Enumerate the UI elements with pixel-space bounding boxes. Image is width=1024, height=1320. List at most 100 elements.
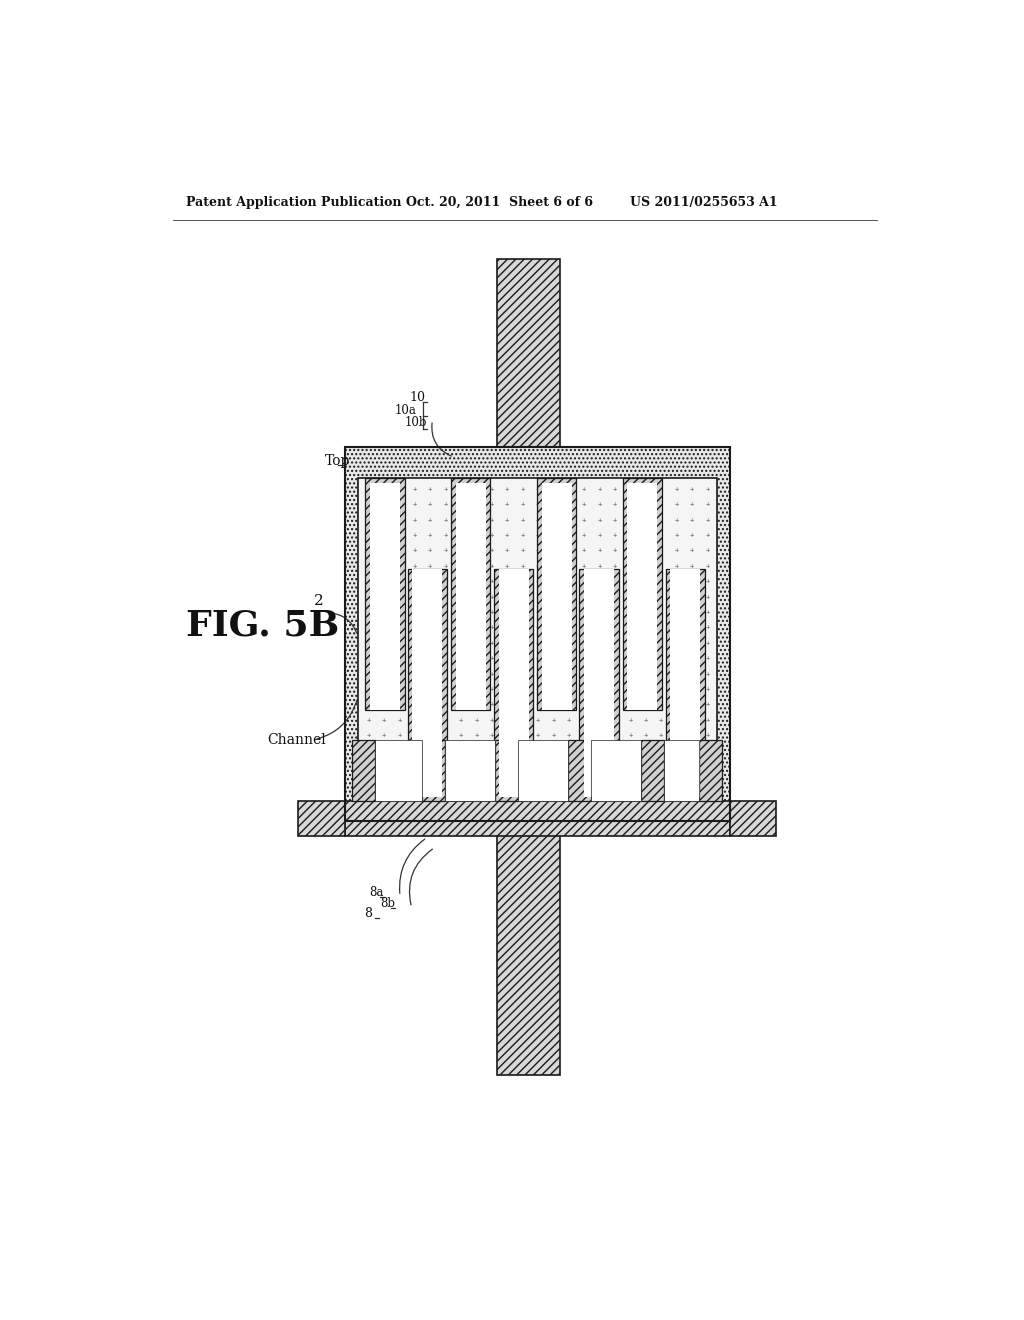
Text: +: + [520,502,524,507]
Text: +: + [489,671,494,677]
Text: +: + [459,733,463,738]
Text: +: + [443,717,447,723]
Text: +: + [397,532,401,539]
Text: +: + [612,793,617,800]
Text: +: + [459,594,463,599]
Text: +: + [597,609,602,615]
Text: +: + [628,609,633,615]
Text: +: + [675,516,679,523]
Text: +: + [628,502,633,507]
Text: +: + [659,717,664,723]
Bar [298,801,345,836]
Text: +: + [536,548,540,553]
Text: +: + [382,532,386,539]
Text: +: + [582,532,586,539]
Text: +: + [706,624,710,631]
Text: +: + [597,502,602,507]
Text: +: + [536,779,540,784]
Text: +: + [628,578,633,585]
Text: +: + [536,747,540,754]
Text: +: + [443,516,447,523]
Text: +: + [690,594,694,599]
Text: +: + [690,763,694,770]
Text: +: + [597,594,602,599]
Text: +: + [582,502,586,507]
Text: +: + [489,701,494,708]
Text: +: + [582,516,586,523]
Text: +: + [566,594,570,599]
Text: +: + [566,640,570,645]
Text: +: + [643,763,648,770]
Text: +: + [597,717,602,723]
Text: +: + [597,578,602,585]
Text: +: + [443,624,447,631]
Text: +: + [536,733,540,738]
Text: +: + [643,486,648,492]
Text: +: + [536,562,540,569]
Text: +: + [443,671,447,677]
Text: +: + [474,594,478,599]
Text: +: + [367,763,371,770]
Bar [345,447,730,821]
Text: +: + [489,594,494,599]
Text: +: + [612,701,617,708]
Text: +: + [675,486,679,492]
Bar [413,569,442,797]
Text: +: + [489,516,494,523]
Text: +: + [520,747,524,754]
Text: +: + [566,502,570,507]
Text: +: + [659,624,664,631]
Text: +: + [413,624,417,631]
FancyArrowPatch shape [316,700,357,739]
Text: +: + [628,486,633,492]
Text: +: + [582,594,586,599]
Text: +: + [551,562,555,569]
Text: +: + [474,532,478,539]
Bar [580,569,618,801]
Text: +: + [520,609,524,615]
Text: +: + [582,609,586,615]
Text: +: + [459,624,463,631]
Text: +: + [566,562,570,569]
Text: +: + [675,779,679,784]
Bar [366,478,404,710]
Text: +: + [474,486,478,492]
Text: +: + [382,609,386,615]
Text: +: + [397,655,401,661]
Text: +: + [690,733,694,738]
Text: +: + [551,624,555,631]
Text: +: + [397,793,401,800]
Text: +: + [474,516,478,523]
Text: +: + [382,594,386,599]
Text: +: + [675,733,679,738]
Text: +: + [643,624,648,631]
Text: +: + [706,486,710,492]
Text: +: + [659,763,664,770]
Text: +: + [690,779,694,784]
Text: +: + [536,793,540,800]
Text: +: + [413,516,417,523]
Text: +: + [612,763,617,770]
Text: +: + [551,594,555,599]
Text: +: + [459,578,463,585]
Text: +: + [675,655,679,661]
Text: +: + [443,793,447,800]
Text: +: + [382,548,386,553]
Text: +: + [459,640,463,645]
Text: +: + [520,686,524,692]
Text: +: + [551,502,555,507]
Text: +: + [459,763,463,770]
Text: +: + [459,655,463,661]
Text: +: + [628,655,633,661]
Text: +: + [474,793,478,800]
Text: +: + [551,578,555,585]
FancyArrowPatch shape [410,849,432,906]
Text: +: + [474,548,478,553]
Text: +: + [428,686,432,692]
Text: +: + [367,624,371,631]
Bar [497,817,560,1074]
Text: +: + [489,747,494,754]
Text: +: + [659,671,664,677]
Text: +: + [505,701,509,708]
Text: +: + [612,686,617,692]
